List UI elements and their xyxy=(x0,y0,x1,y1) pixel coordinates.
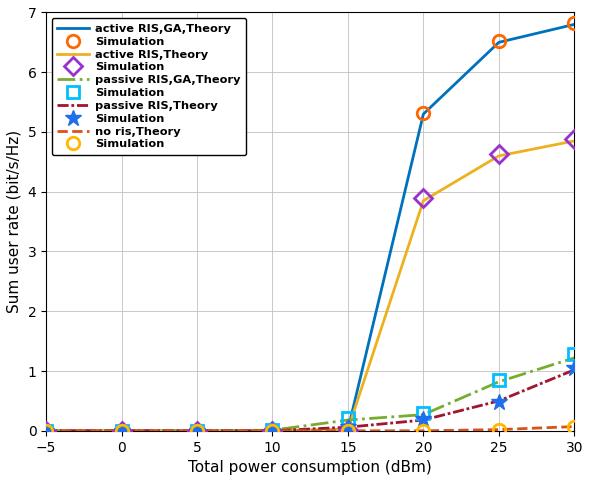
X-axis label: Total power consumption (dBm): Total power consumption (dBm) xyxy=(188,460,432,475)
Y-axis label: Sum user rate (bit/s/Hz): Sum user rate (bit/s/Hz) xyxy=(7,130,22,313)
Legend: active RIS,GA,Theory, Simulation, active RIS,Theory, Simulation, passive RIS,GA,: active RIS,GA,Theory, Simulation, active… xyxy=(52,18,246,155)
